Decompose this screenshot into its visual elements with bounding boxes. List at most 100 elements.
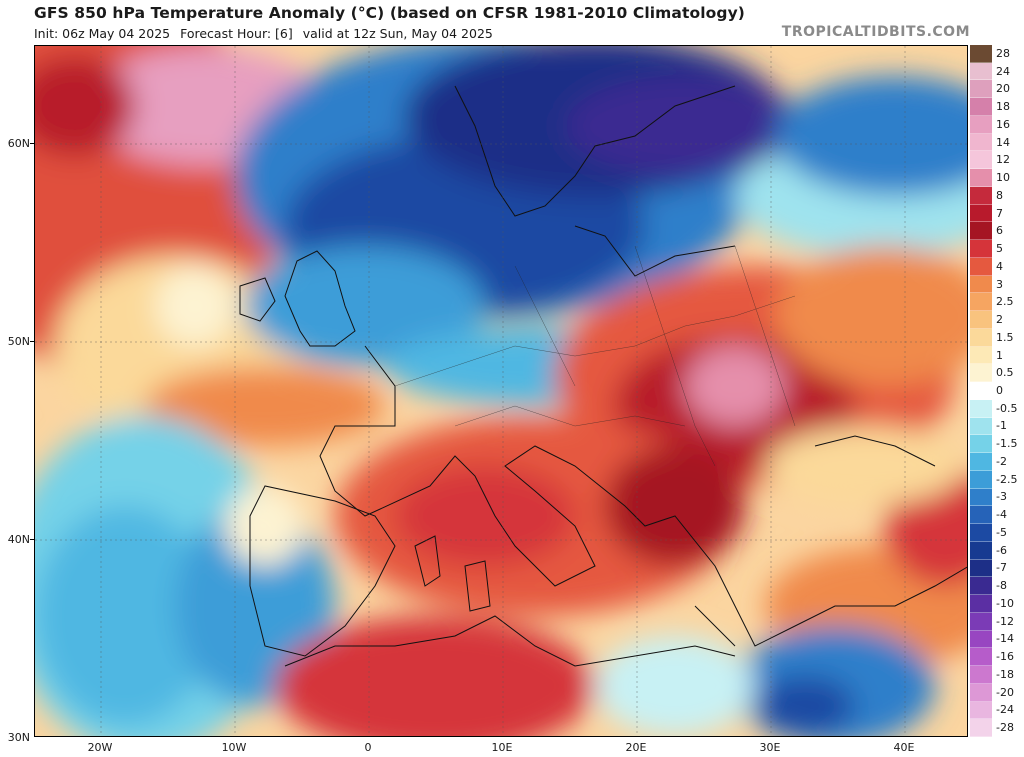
legend-swatch (970, 204, 992, 223)
legend-label: 18 (996, 100, 1010, 114)
legend-label: 2 (996, 313, 1003, 327)
legend-swatch (970, 399, 992, 418)
legend-label: -18 (996, 667, 1014, 681)
legend-swatch (970, 524, 992, 542)
tick-mark (30, 341, 34, 342)
legend-swatch (970, 435, 992, 454)
legend-label: -12 (996, 614, 1014, 628)
legend-label: 24 (996, 64, 1010, 78)
legend-swatch (970, 719, 992, 737)
tick-mark (30, 539, 34, 540)
legend-label: 2.5 (996, 295, 1014, 309)
legend-label: 16 (996, 117, 1010, 131)
borders (394, 245, 796, 467)
legend-label: 14 (996, 135, 1010, 149)
init-time: Init: 06z May 04 2025 (34, 26, 171, 41)
legend-swatch (970, 595, 992, 613)
legend-swatch (970, 45, 992, 63)
legend-swatch (970, 240, 992, 258)
legend-label: -1 (996, 419, 1007, 433)
anomaly-field (35, 46, 967, 736)
legend-label: -4 (996, 508, 1007, 522)
legend-swatch (970, 417, 992, 436)
legend-label: 0.5 (996, 366, 1014, 380)
legend-label: 1 (996, 348, 1003, 362)
legend-label: -16 (996, 650, 1014, 664)
brand-watermark: TROPICALTIDBITS.COM (781, 24, 970, 40)
legend-swatch (970, 133, 992, 152)
graticule (35, 46, 967, 736)
lat-label-60n: 60N (7, 137, 30, 150)
legend-swatch (970, 559, 992, 578)
legend-swatch (970, 222, 992, 241)
forecast-hour: Forecast Hour: [6] (180, 26, 293, 41)
legend-label: 0 (996, 384, 1003, 397)
lon-label-30e: 30E (759, 741, 781, 754)
lon-label-10e: 10E (491, 741, 513, 754)
legend-label: 3 (996, 277, 1003, 291)
legend-label: 5 (996, 242, 1003, 256)
legend-swatch (970, 328, 992, 347)
legend-label: -3 (996, 490, 1007, 504)
legend-swatch (970, 364, 992, 383)
lon-label-40e: 40E (893, 741, 915, 754)
coastlines (239, 85, 967, 667)
legend-swatch (970, 541, 992, 560)
legend-label: 4 (996, 259, 1003, 273)
legend-swatch (970, 453, 992, 471)
valid-time: valid at 12z Sun, May 04 2025 (302, 26, 493, 41)
tick-mark (30, 143, 34, 144)
legend-swatch (970, 98, 992, 116)
legend-label: -7 (996, 561, 1007, 575)
legend-swatch (970, 488, 992, 507)
legend-swatch (970, 346, 992, 365)
lat-label-40n: 40N (7, 533, 30, 546)
legend-label: 6 (996, 224, 1003, 238)
chart-title: GFS 850 hPa Temperature Anomaly (°C) (ba… (34, 4, 745, 22)
legend-swatch (970, 80, 992, 99)
legend-label: 12 (996, 153, 1010, 167)
lat-label-30n: 30N (7, 731, 30, 744)
legend-swatch (970, 666, 992, 684)
legend-label: -8 (996, 579, 1007, 593)
legend-label: 10 (996, 171, 1010, 185)
legend-swatch (970, 506, 992, 525)
legend-swatch (970, 382, 992, 400)
legend-swatch (970, 186, 992, 205)
lon-label-20w: 20W (87, 741, 113, 754)
legend-swatch (970, 648, 992, 667)
legend-label: 1.5 (996, 330, 1014, 344)
legend-label: -0.5 (996, 401, 1018, 415)
legend-swatch (970, 115, 992, 134)
legend-label: -2 (996, 454, 1007, 468)
legend-swatch (970, 612, 992, 631)
legend-label: 28 (996, 46, 1010, 60)
lon-label-0: 0 (364, 741, 372, 754)
legend-swatch (970, 151, 992, 170)
legend-label: -10 (996, 596, 1014, 610)
legend-swatch (970, 62, 992, 81)
color-legend: 28 24 20 18 16 14 12 10 8 7 6 5 4 3 2.5 2 1.5 1 0.5 0 -0.5 -1… (970, 45, 1024, 737)
legend-label: -5 (996, 525, 1007, 539)
legend-label: -1.5 (996, 437, 1018, 451)
legend-swatch (970, 630, 992, 649)
legend-swatch (970, 275, 992, 294)
map-svg (35, 46, 967, 736)
legend-label: 20 (996, 82, 1010, 96)
legend-label: 8 (996, 188, 1003, 202)
legend-swatch (970, 577, 992, 596)
legend-swatch (970, 257, 992, 276)
legend-label: -6 (996, 543, 1007, 557)
legend-label: 7 (996, 206, 1003, 220)
legend-label: -24 (996, 703, 1014, 717)
legend-label: -2.5 (996, 472, 1018, 486)
anomaly-map[interactable] (34, 45, 968, 737)
lon-label-10w: 10W (221, 741, 247, 754)
legend-label: -14 (996, 632, 1014, 646)
legend-swatch (970, 311, 992, 329)
run-info: Init: 06z May 04 2025 Forecast Hour: [6]… (34, 26, 499, 41)
lon-label-20e: 20E (625, 741, 647, 754)
legend-swatch (970, 683, 992, 702)
legend-label: -28 (996, 721, 1014, 735)
lat-label-50n: 50N (7, 335, 30, 348)
